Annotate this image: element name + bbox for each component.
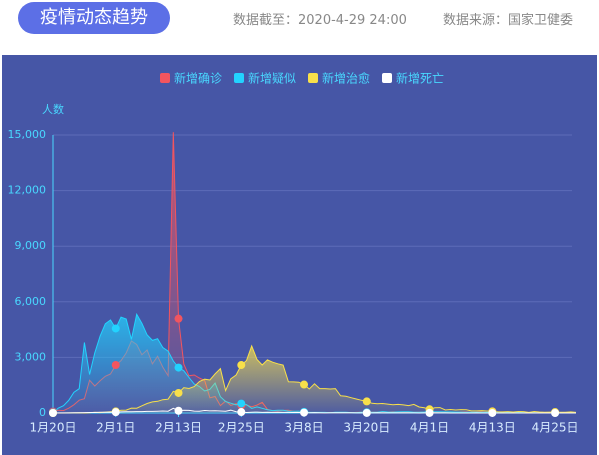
x-tick-label: 4月25日 — [532, 421, 579, 435]
data-point — [237, 408, 246, 417]
data-point — [362, 397, 371, 406]
legend-label: 新增疑似 — [248, 71, 296, 86]
x-tick-label: 3月20日 — [343, 421, 390, 435]
data-point — [488, 408, 497, 417]
legend-label: 新增确诊 — [174, 71, 222, 86]
data-point — [425, 408, 434, 417]
x-tick-label: 2月1日 — [96, 421, 135, 435]
y-tick-label: 9,000 — [15, 239, 47, 252]
data-point — [49, 409, 57, 417]
data-point — [237, 361, 246, 370]
x-tick-label: 4月1日 — [410, 421, 449, 435]
data-point — [111, 360, 120, 369]
data-point — [174, 406, 183, 415]
data-point — [174, 363, 183, 372]
data-point — [551, 409, 560, 417]
legend-label: 新增死亡 — [396, 71, 444, 86]
x-tick-label: 2月13日 — [155, 421, 202, 435]
legend-swatch — [234, 73, 244, 83]
data-point — [174, 388, 183, 397]
legend-swatch — [382, 73, 392, 83]
legend-swatch — [160, 73, 170, 83]
data-point — [237, 399, 246, 408]
legend-swatch — [308, 73, 318, 83]
legend-label: 新增治愈 — [322, 71, 370, 86]
series-area — [53, 345, 576, 413]
data-source: 数据来源：国家卫健委 — [443, 13, 574, 28]
data-point — [300, 408, 309, 417]
x-tick-label: 2月25日 — [218, 421, 265, 435]
y-axis-label: 人数 — [42, 103, 64, 116]
data-point — [111, 408, 120, 417]
y-tick-label: 3,000 — [15, 350, 47, 363]
x-tick-label: 3月8日 — [284, 421, 323, 435]
x-tick-label: 1月20日 — [30, 421, 77, 435]
data-point — [111, 324, 120, 333]
data-point — [300, 380, 309, 389]
y-tick-label: 0 — [39, 406, 46, 419]
y-tick-label: 12,000 — [8, 184, 47, 197]
x-tick-label: 4月13日 — [469, 421, 516, 435]
y-tick-label: 6,000 — [15, 295, 47, 308]
y-tick-label: 15,000 — [8, 128, 47, 141]
data-point — [362, 408, 371, 417]
data-point — [174, 314, 183, 323]
title-badge: 疫情动态趋势 — [18, 2, 170, 34]
update-time: 数据截至：2020-4-29 24:00 — [233, 13, 407, 28]
